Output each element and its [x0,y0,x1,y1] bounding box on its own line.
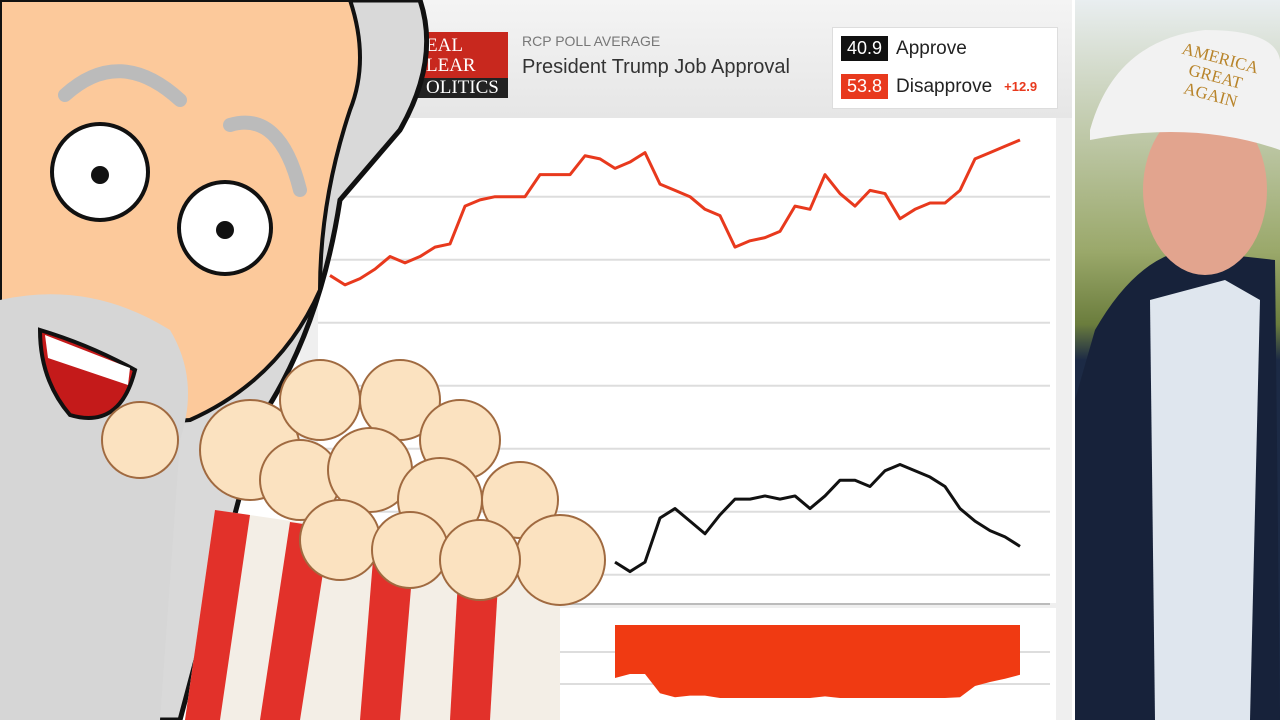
legend-disapprove: 53.8 Disapprove +12.9 [841,74,1037,99]
chart-title: President Trump Job Approval [522,56,790,78]
photo-figure [1075,30,1280,720]
spread-value: +12.9 [1004,79,1038,94]
approve-label: Approve [896,37,967,59]
approve-value: 40.9 [841,36,889,61]
rcp-logo: EAL LEAR OLITICS [418,32,508,98]
chart-subtitle: RCP POLL AVERAGE [522,33,661,49]
trump-photo: AMERICA GREAT AGAIN [1075,0,1280,720]
cartoon-character-with-popcorn [0,0,606,720]
legend-approve: 40.9 Approve [841,36,967,61]
legend: 40.9 Approve 53.8 Disapprove +12.9 [832,27,1058,109]
disapprove-label: Disapprove [896,75,993,97]
series-line-approve [614,462,1021,574]
spread-area [615,625,1020,698]
disapprove-value: 53.8 [841,74,889,99]
